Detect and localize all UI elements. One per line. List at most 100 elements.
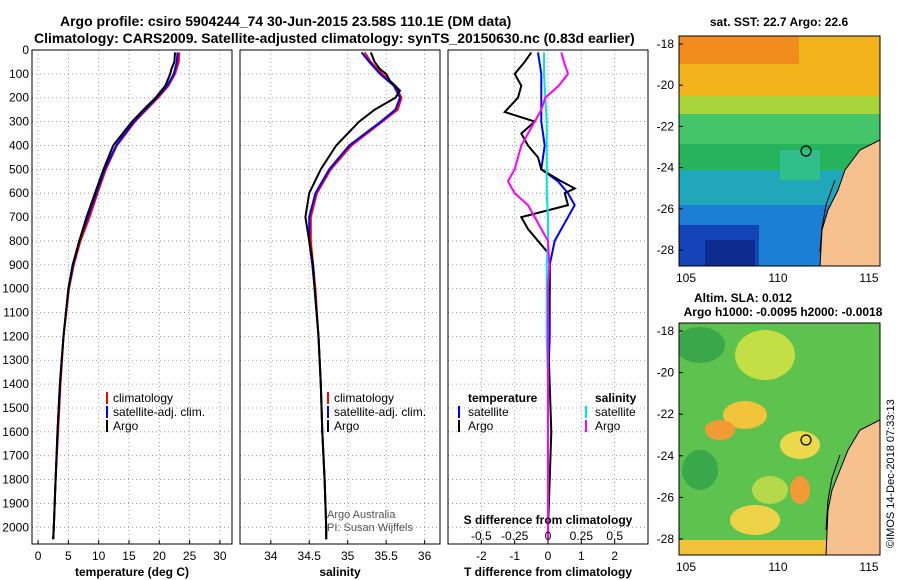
x-tick-label: 35: [341, 549, 355, 563]
s-diff-tick-label: -0.25: [501, 529, 529, 543]
temperature-panel-frame: [31, 49, 233, 545]
map-lon-label: 110: [768, 271, 787, 285]
s-difference-label: S difference from climatology: [464, 513, 633, 527]
map-lat-label: -28: [657, 243, 675, 257]
x-tick-label: 34: [264, 549, 278, 563]
salinity-xlabel: salinity: [319, 565, 361, 579]
salinity-legend-climatology: climatology: [334, 391, 394, 405]
depth-tick-label: 1300: [2, 353, 29, 367]
sla-map: Altim. SLA: 0.012 Argo h1000: -0.0095 h2…: [657, 291, 883, 574]
depth-tick-label: 1800: [2, 473, 29, 487]
sst-map-frame: [678, 35, 881, 267]
x-tick-label: 0: [35, 549, 42, 563]
x-tick-label: 35.5: [374, 549, 398, 563]
depth-tick-label: 400: [9, 138, 29, 152]
sla-argo-position-marker: [800, 434, 812, 446]
depth-tick-label: 1900: [2, 496, 29, 510]
map-lat-label: -18: [657, 37, 675, 51]
depth-tick-label: 700: [9, 210, 29, 224]
temperature-legend-satellite: satellite-adj. clim.: [113, 405, 205, 419]
difference-panel: -2 -1 0 1 2 -0.5 -0.25 0 0.25 0.5 S difference f…: [447, 49, 649, 579]
depth-tick-label: 200: [9, 91, 29, 105]
s-diff-tick-label: 0.5: [606, 529, 623, 543]
depth-tick-label: 900: [9, 258, 29, 272]
map-lat-label: -26: [657, 490, 675, 504]
depth-tick-label: 1400: [2, 377, 29, 391]
map-lon-label: 105: [676, 271, 696, 285]
temperature-legend: climatology satellite-adj. clim. Argo: [106, 391, 205, 433]
salinity-legend: climatology satellite-adj. clim. Argo: [327, 391, 426, 433]
legend-temperature-satellite: satellite: [468, 405, 509, 419]
argo-line: [52, 52, 176, 540]
map-lat-label: -24: [657, 449, 675, 463]
x-tick-label: -2: [476, 549, 487, 563]
temperature-panel: 0100200300400500600700800900100011001200…: [2, 43, 233, 579]
climatology-line: [52, 52, 181, 540]
sla-isobath: [825, 454, 841, 531]
temperature-legend-argo: Argo: [113, 419, 139, 433]
depth-tick-label: 300: [9, 115, 29, 129]
temperature-satellite-line: [537, 52, 576, 540]
watermark: ©IMOS 14-Dec-2018 07:33:13: [885, 399, 897, 548]
header-line2: Climatology: CARS2009. Satellite-adjuste…: [34, 30, 635, 46]
x-tick-label: -1: [509, 549, 520, 563]
map-lon-label: 110: [768, 560, 787, 574]
legend-temperature-title: temperature: [468, 391, 538, 405]
map-lat-label: -24: [657, 161, 675, 175]
temperature-legend-climatology: climatology: [113, 391, 173, 405]
legend-temperature-argo: Argo: [468, 419, 494, 433]
sst-map-image: [679, 36, 880, 266]
map-lon-label: 105: [676, 560, 696, 574]
map-lat-label: -22: [657, 407, 675, 421]
sst-isobath: [819, 179, 836, 253]
sst-argo-position-marker: [800, 145, 812, 157]
legend-salinity-title: salinity: [595, 391, 637, 405]
depth-tick-label: 100: [9, 67, 29, 81]
credit-line2: PI: Susan Wijffels: [327, 522, 413, 534]
legend-salinity-satellite: satellite: [595, 405, 636, 419]
x-tick-label: 25: [183, 549, 197, 563]
map-lat-label: -20: [657, 78, 675, 92]
s-diff-tick-label: 0: [545, 529, 552, 543]
depth-tick-label: 2000: [2, 520, 29, 534]
salinity-legend-satellite: satellite-adj. clim.: [334, 405, 426, 419]
salinity-panel: 34 34.5 35 35.5 36 salinity climatology sate…: [239, 49, 441, 579]
header-line1: Argo profile: csiro 5904244_74 30-Jun-20…: [60, 13, 511, 29]
x-tick-label: 30: [213, 549, 227, 563]
depth-tick-label: 1200: [2, 329, 29, 343]
salinity-argo-line: [506, 52, 570, 540]
x-tick-label: 5: [65, 549, 72, 563]
x-tick-label: 34.5: [298, 549, 322, 563]
x-tick-label: 0: [545, 549, 552, 563]
map-lat-label: -20: [657, 366, 675, 380]
x-tick-label: 36: [418, 549, 432, 563]
difference-legend: temperature satellite Argo salinity sate…: [458, 391, 637, 433]
temperature-xlabel: temperature (deg C): [75, 565, 189, 579]
sla-map-title1: Altim. SLA: 0.012: [694, 291, 792, 305]
map-lon-label: 115: [859, 560, 878, 574]
temperature-argo-line: [502, 51, 577, 540]
credit-line1: Argo Australia: [327, 509, 396, 521]
depth-tick-label: 1500: [2, 401, 29, 415]
map-lon-label: 115: [859, 271, 878, 285]
map-lat-label: -28: [657, 532, 675, 546]
map-lat-label: -22: [657, 119, 675, 133]
map-lat-label: -18: [657, 324, 675, 338]
sla-map-title2: Argo h1000: -0.0095 h2000: -0.0018: [684, 305, 883, 319]
s-diff-tick-label: 0.25: [570, 529, 594, 543]
sla-map-frame: [678, 322, 881, 556]
depth-tick-label: 1100: [3, 306, 29, 320]
salinity-panel-frame: [239, 49, 441, 545]
t-difference-xlabel: T difference from climatology: [464, 565, 632, 579]
legend-salinity-argo: Argo: [595, 419, 621, 433]
s-diff-tick-label: -0.5: [471, 529, 492, 543]
depth-tick-label: 600: [9, 186, 29, 200]
x-tick-label: 1: [578, 549, 585, 563]
depth-tick-label: 0: [22, 43, 29, 57]
depth-tick-label: 1000: [2, 282, 29, 296]
sst-map: sat. SST: 22.7 Argo: 22.6 -18 -20 -22 -24 -2…: [657, 15, 881, 285]
x-tick-label: 20: [153, 549, 167, 563]
x-tick-label: 10: [92, 549, 106, 563]
depth-tick-label: 1600: [2, 425, 29, 439]
